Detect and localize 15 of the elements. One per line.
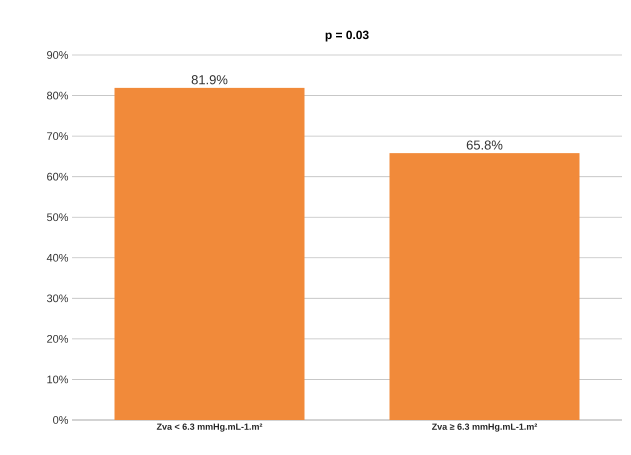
- y-tick-label: 80%: [47, 92, 68, 100]
- y-tick-label: 70%: [47, 132, 68, 140]
- x-tick-label: Zva ≥ 6.3 mmHg.mL-1.m²: [432, 424, 538, 432]
- x-tick-label: Zva < 6.3 mmHg.mL-1.m²: [156, 424, 262, 432]
- y-tick-label: 20%: [47, 335, 68, 343]
- y-tick-label: 60%: [47, 172, 68, 181]
- chart-title: p = 0.03: [326, 30, 369, 42]
- data-label: 65.8%: [466, 140, 502, 150]
- data-label: 81.9%: [192, 75, 228, 84]
- y-tick-label: 50%: [46, 213, 68, 222]
- y-tick-label: 90%: [47, 51, 68, 59]
- y-tick-label: 30%: [46, 294, 68, 302]
- y-tick-label: 40%: [46, 254, 68, 262]
- y-tick-label: 0%: [53, 416, 68, 424]
- y-tick-label: 10%: [47, 376, 68, 384]
